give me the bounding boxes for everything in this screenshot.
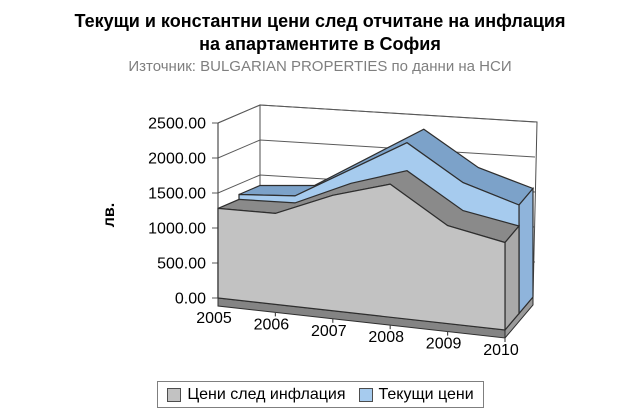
chart-title: Текущи и константни цени след отчитане н… [0, 10, 640, 56]
legend-label-current-prices: Текущи цени [378, 385, 474, 403]
legend-label-constant-prices: Цени след инфлация [187, 385, 346, 403]
legend-item-constant-prices: Цени след инфлация [167, 385, 346, 404]
x-tick-label: 2009 [426, 336, 462, 353]
legend-swatch-current-prices [358, 387, 373, 402]
chart-subtitle: Източник: BULGARIAN PROPERTIES по данни … [128, 58, 512, 75]
series-side-1 [518, 186, 534, 316]
y-tick-label: 1500.00 [148, 186, 206, 203]
x-tick-label: 2005 [196, 310, 232, 327]
x-tick-label: 2010 [483, 342, 519, 359]
y-tick-label: 2000.00 [148, 151, 206, 168]
x-tick-label: 2008 [368, 329, 404, 346]
legend-item-current-prices: Текущи цени [358, 385, 474, 404]
chart-title-line2: на апартаментите в София [199, 34, 441, 54]
gridline [212, 104, 536, 124]
y-tick-label: 1000.00 [148, 221, 206, 238]
x-tick-label: 2006 [254, 316, 290, 333]
legend-swatch-constant-prices [167, 387, 182, 402]
chart-title-line1: Текущи и константни цени след отчитане н… [74, 11, 566, 31]
legend: Цени след инфлация Текущи цени [157, 381, 484, 408]
y-tick-label: 500.00 [157, 256, 206, 273]
series-front-0 [217, 183, 506, 331]
y-tick-label: 2500.00 [148, 116, 206, 133]
y-axis-title: лв. [101, 203, 118, 227]
x-tick-label: 2007 [311, 323, 347, 340]
series-side-0 [504, 224, 520, 332]
y-tick-label: 0.00 [175, 291, 206, 308]
